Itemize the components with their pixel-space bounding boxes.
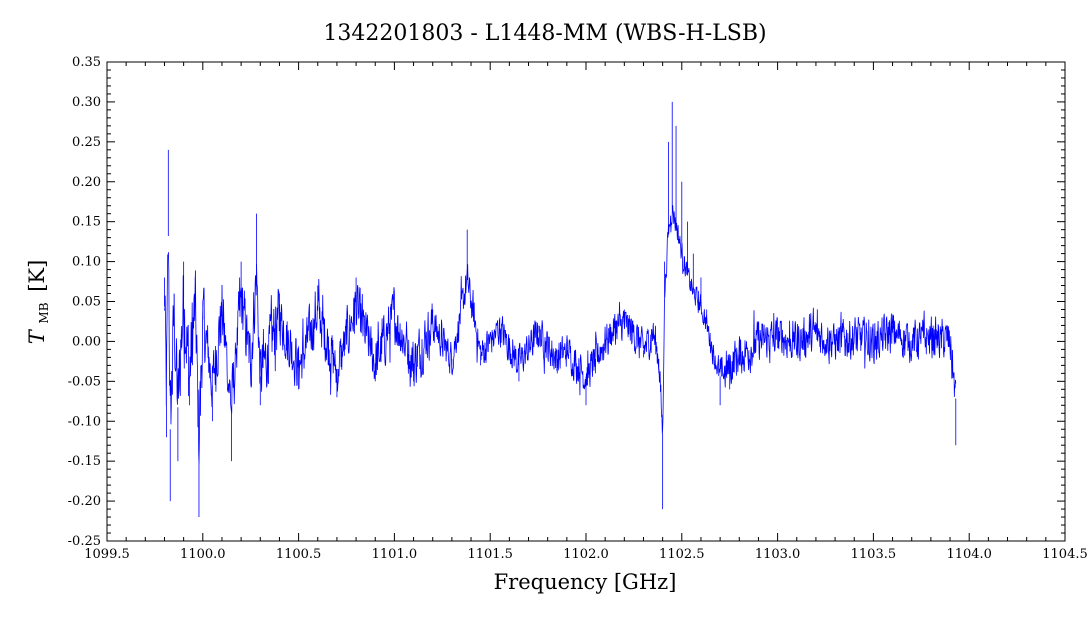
x-tick-label: 1103.0 (755, 547, 801, 562)
y-tick-label: 0.05 (72, 295, 101, 310)
y-tick-label: 0.25 (72, 135, 101, 150)
x-tick-label: 1104.5 (1042, 547, 1088, 562)
y-axis-label-sub: MB (37, 302, 51, 323)
spectrum-series-line (164, 101, 957, 518)
ticks-layer: 1099.5 1100.0 1100.5 1101.0 1101.5 1102.0 1102… (68, 55, 1088, 562)
y-tick-label: -0.05 (68, 374, 101, 389)
x-tick-label: 1100.5 (276, 547, 322, 562)
x-tick-label: 1101.0 (372, 547, 418, 562)
y-tick-label: 0.30 (72, 95, 101, 110)
y-tick-label: 0.15 (72, 215, 101, 230)
y-tick-label: -0.15 (68, 454, 101, 469)
x-tick-label: 1102.5 (659, 547, 705, 562)
plot-frame (106, 61, 1066, 542)
x-tick-label: 1100.0 (180, 547, 226, 562)
x-tick-label: 1102.0 (563, 547, 609, 562)
y-tick-label: -0.20 (68, 494, 101, 509)
y-tick-label: 0.20 (72, 175, 101, 190)
x-tick-label: 1099.5 (84, 547, 130, 562)
x-axis-label: Frequency [GHz] (494, 570, 677, 594)
y-axis-label: T MB [K] (25, 260, 53, 345)
y-axis-label-unit: [K] (25, 260, 49, 292)
series-layer (164, 101, 957, 518)
chart-title: 1342201803 - L1448-MM (WBS-H-LSB) (323, 21, 766, 46)
x-tick-label: 1101.5 (467, 547, 513, 562)
y-tick-label: 0.10 (72, 255, 101, 270)
x-tick-label: 1103.5 (851, 547, 897, 562)
y-axis-label-main: T (25, 328, 49, 344)
x-tick-label: 1104.0 (946, 547, 992, 562)
y-tick-label: 0.35 (72, 55, 101, 70)
y-tick-label: 0.00 (72, 334, 101, 349)
y-tick-label: -0.10 (68, 414, 101, 429)
y-tick-label: -0.25 (68, 534, 101, 549)
